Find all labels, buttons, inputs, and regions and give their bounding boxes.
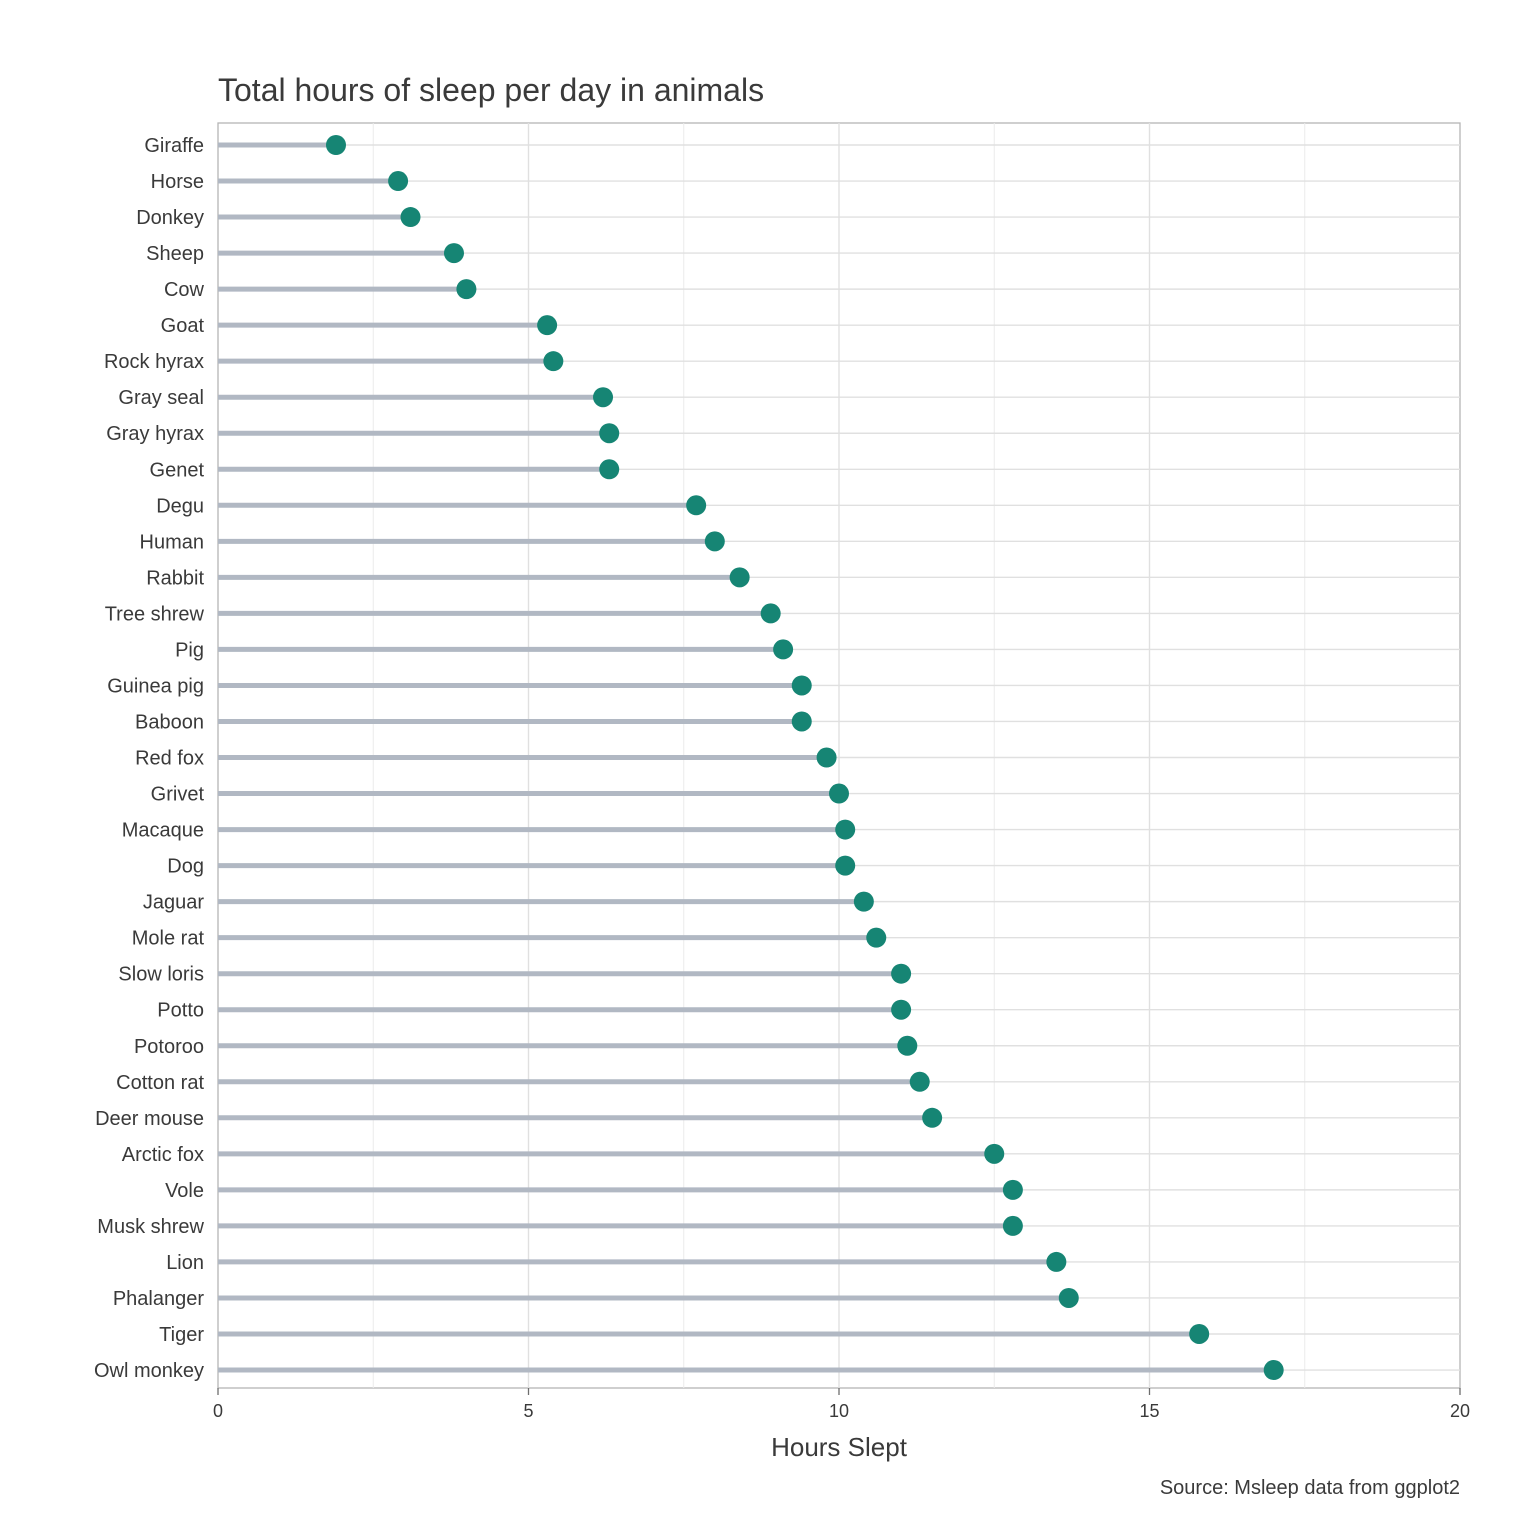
point-mole-rat	[866, 927, 887, 948]
point-degu	[686, 495, 707, 516]
x-axis-ticks: 0 5 10 15 20	[213, 1388, 1470, 1421]
y-tick-label: Macaque	[122, 820, 204, 842]
chart-caption: Source: Msleep data from ggplot2	[1160, 1477, 1460, 1499]
y-tick-label: Tree shrew	[105, 603, 205, 625]
x-tick-label: 5	[523, 1401, 533, 1421]
y-tick-label: Red fox	[135, 748, 204, 770]
y-tick-label: Grivet	[151, 784, 205, 806]
y-tick-label: Potoroo	[134, 1036, 204, 1058]
point-baboon	[791, 711, 812, 732]
point-arctic-fox	[984, 1143, 1005, 1164]
y-tick-label: Guinea pig	[107, 675, 204, 697]
y-tick-label: Tiger	[159, 1324, 204, 1346]
point-potto	[891, 999, 912, 1020]
y-tick-label: Owl monkey	[94, 1360, 204, 1382]
y-tick-label: Human	[140, 531, 204, 553]
y-tick-label: Degu	[156, 495, 204, 517]
point-potoroo	[897, 1035, 918, 1056]
point-gray-seal	[593, 387, 614, 408]
x-tick-label: 15	[1139, 1401, 1159, 1421]
y-tick-label: Cotton rat	[116, 1072, 204, 1094]
point-phalanger	[1058, 1287, 1079, 1308]
y-tick-label: Dog	[167, 856, 204, 878]
y-tick-label: Potto	[157, 1000, 204, 1022]
stems	[218, 142, 1274, 1373]
point-lion	[1046, 1251, 1067, 1272]
point-genet	[599, 459, 620, 480]
point-tree-shrew	[760, 603, 781, 624]
point-horse	[388, 171, 409, 192]
y-axis-labels: Giraffe Horse Donkey Sheep Cow Goat Rock hyrax…	[94, 135, 205, 1382]
point-slow-loris	[891, 963, 912, 984]
x-tick-label: 20	[1450, 1401, 1470, 1421]
y-tick-label: Pig	[175, 639, 204, 661]
y-tick-label: Vole	[165, 1180, 204, 1202]
point-owl-monkey	[1263, 1360, 1284, 1381]
y-tick-label: Genet	[150, 459, 205, 481]
y-tick-label: Slow loris	[118, 964, 204, 986]
point-cotton-rat	[909, 1071, 930, 1092]
y-tick-label: Lion	[166, 1252, 204, 1274]
point-sheep	[443, 243, 464, 264]
point-pig	[773, 639, 794, 660]
point-cow	[456, 279, 477, 300]
y-tick-label: Arctic fox	[122, 1144, 204, 1166]
y-tick-label: Rabbit	[146, 567, 204, 589]
point-dog	[835, 855, 856, 876]
point-tiger	[1189, 1323, 1210, 1344]
points	[325, 135, 1284, 1381]
point-deer-mouse	[922, 1107, 943, 1128]
point-vole	[1002, 1179, 1023, 1200]
y-tick-label: Phalanger	[113, 1288, 205, 1310]
y-tick-label: Sheep	[146, 243, 204, 265]
x-axis-title: Hours Slept	[771, 1432, 908, 1462]
point-goat	[537, 315, 558, 336]
x-tick-label: 0	[213, 1401, 223, 1421]
point-giraffe	[325, 135, 346, 155]
point-red-fox	[816, 747, 837, 768]
y-tick-label: Gray seal	[118, 387, 204, 409]
y-tick-label: Donkey	[136, 207, 204, 229]
y-tick-label: Gray hyrax	[106, 423, 204, 445]
y-tick-label: Deer mouse	[95, 1108, 204, 1130]
y-tick-label: Goat	[161, 315, 205, 337]
point-macaque	[835, 819, 856, 840]
chart-title: Total hours of sleep per day in animals	[218, 72, 764, 108]
point-grivet	[829, 783, 849, 804]
point-rabbit	[729, 567, 750, 588]
point-jaguar	[853, 891, 874, 912]
point-gray-hyrax	[599, 423, 620, 444]
point-donkey	[400, 207, 421, 228]
point-guinea-pig	[791, 675, 812, 696]
y-tick-label: Rock hyrax	[104, 351, 204, 373]
y-tick-label: Cow	[164, 279, 205, 301]
y-tick-label: Giraffe	[144, 135, 204, 157]
y-tick-label: Horse	[151, 171, 204, 193]
point-human	[704, 531, 725, 552]
y-tick-label: Musk shrew	[97, 1216, 204, 1238]
y-tick-label: Jaguar	[143, 892, 204, 914]
point-musk-shrew	[1002, 1215, 1023, 1236]
y-tick-label: Baboon	[135, 711, 204, 733]
point-rock-hyrax	[543, 351, 564, 372]
x-tick-label: 10	[829, 1401, 849, 1421]
y-tick-label: Mole rat	[132, 928, 205, 950]
